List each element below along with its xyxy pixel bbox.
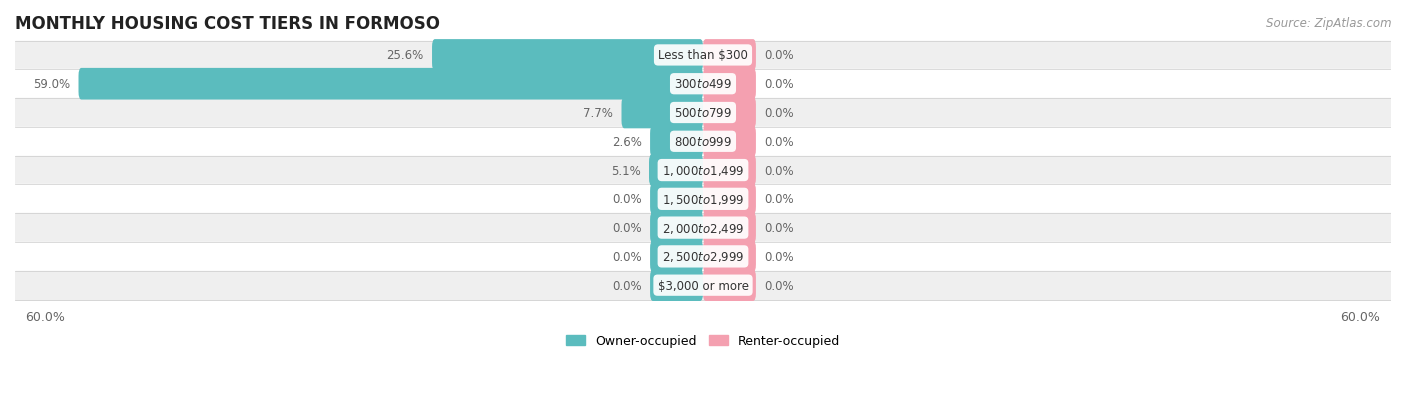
FancyBboxPatch shape xyxy=(703,241,756,273)
FancyBboxPatch shape xyxy=(703,270,756,301)
Text: 7.7%: 7.7% xyxy=(583,107,613,120)
Text: 0.0%: 0.0% xyxy=(765,193,794,206)
Legend: Owner-occupied, Renter-occupied: Owner-occupied, Renter-occupied xyxy=(561,330,845,353)
FancyBboxPatch shape xyxy=(432,40,703,71)
Text: $2,500 to $2,999: $2,500 to $2,999 xyxy=(662,250,744,264)
Text: 0.0%: 0.0% xyxy=(612,193,641,206)
Bar xyxy=(15,214,1391,242)
FancyBboxPatch shape xyxy=(703,69,756,100)
Bar xyxy=(15,156,1391,185)
Text: 0.0%: 0.0% xyxy=(765,222,794,235)
FancyBboxPatch shape xyxy=(703,97,756,129)
FancyBboxPatch shape xyxy=(650,126,703,158)
FancyBboxPatch shape xyxy=(650,241,703,273)
Text: 0.0%: 0.0% xyxy=(765,78,794,91)
Text: 60.0%: 60.0% xyxy=(25,310,66,323)
FancyBboxPatch shape xyxy=(703,212,756,244)
Text: 60.0%: 60.0% xyxy=(1340,310,1381,323)
Text: MONTHLY HOUSING COST TIERS IN FORMOSO: MONTHLY HOUSING COST TIERS IN FORMOSO xyxy=(15,15,440,33)
Text: 5.1%: 5.1% xyxy=(610,164,641,177)
Text: 0.0%: 0.0% xyxy=(765,164,794,177)
FancyBboxPatch shape xyxy=(650,183,703,215)
Text: $300 to $499: $300 to $499 xyxy=(673,78,733,91)
Text: 0.0%: 0.0% xyxy=(612,222,641,235)
Text: 0.0%: 0.0% xyxy=(765,135,794,148)
Text: $1,500 to $1,999: $1,500 to $1,999 xyxy=(662,192,744,206)
Text: Source: ZipAtlas.com: Source: ZipAtlas.com xyxy=(1267,17,1392,29)
Bar xyxy=(15,271,1391,300)
Bar xyxy=(15,70,1391,99)
Text: $800 to $999: $800 to $999 xyxy=(673,135,733,148)
Text: Less than $300: Less than $300 xyxy=(658,49,748,62)
FancyBboxPatch shape xyxy=(703,126,756,158)
Text: 0.0%: 0.0% xyxy=(765,107,794,120)
FancyBboxPatch shape xyxy=(703,183,756,215)
Text: $3,000 or more: $3,000 or more xyxy=(658,279,748,292)
Text: 0.0%: 0.0% xyxy=(765,49,794,62)
FancyBboxPatch shape xyxy=(79,69,703,100)
Bar xyxy=(15,41,1391,70)
Bar xyxy=(15,242,1391,271)
Bar xyxy=(15,99,1391,128)
Text: $2,000 to $2,499: $2,000 to $2,499 xyxy=(662,221,744,235)
Text: 0.0%: 0.0% xyxy=(612,279,641,292)
Text: $1,000 to $1,499: $1,000 to $1,499 xyxy=(662,164,744,178)
FancyBboxPatch shape xyxy=(621,97,703,129)
Text: 0.0%: 0.0% xyxy=(612,250,641,263)
FancyBboxPatch shape xyxy=(650,155,703,186)
Text: $500 to $799: $500 to $799 xyxy=(673,107,733,120)
FancyBboxPatch shape xyxy=(703,40,756,71)
Text: 25.6%: 25.6% xyxy=(387,49,423,62)
Bar xyxy=(15,128,1391,156)
Text: 0.0%: 0.0% xyxy=(765,250,794,263)
FancyBboxPatch shape xyxy=(650,212,703,244)
Text: 0.0%: 0.0% xyxy=(765,279,794,292)
FancyBboxPatch shape xyxy=(650,270,703,301)
Text: 59.0%: 59.0% xyxy=(32,78,70,91)
FancyBboxPatch shape xyxy=(703,155,756,186)
Text: 2.6%: 2.6% xyxy=(612,135,641,148)
Bar xyxy=(15,185,1391,214)
